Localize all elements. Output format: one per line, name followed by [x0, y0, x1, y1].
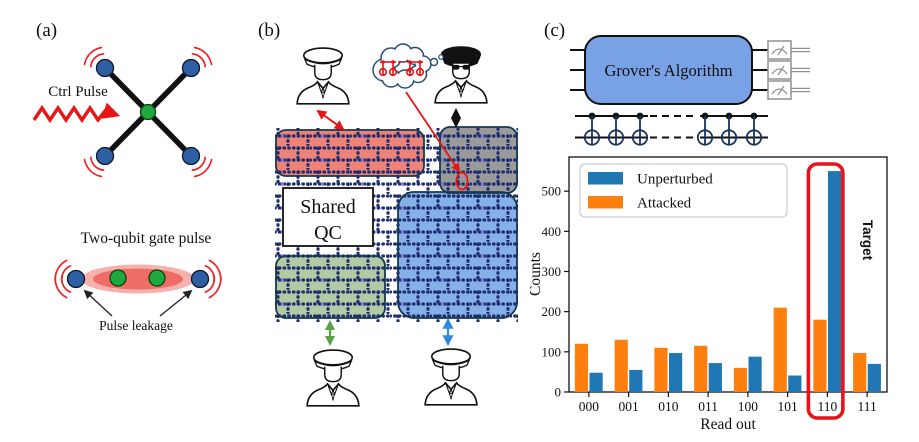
user4-icon — [424, 348, 478, 406]
x-tick-label: 010 — [658, 399, 679, 414]
measurement-icon — [767, 60, 810, 80]
panel-a: (a) Ctrl Pulse Two-qubit gate pulse — [0, 0, 230, 442]
y-tick-label: 300 — [542, 264, 562, 279]
y-tick-label: 0 — [555, 385, 562, 400]
bar-attacked-101 — [773, 307, 787, 392]
pulse-leakage-label: Pulse leakage — [99, 318, 173, 333]
measurement-icon — [767, 80, 810, 100]
cnot-target-icon — [583, 129, 601, 146]
bar-attacked-111 — [853, 353, 867, 392]
panel-c-label: (c) — [544, 20, 565, 41]
qubit-icon — [95, 58, 115, 78]
cnot-target-icon — [607, 129, 625, 146]
bar-unperturbed-011 — [708, 363, 722, 392]
x-tick-label: 011 — [698, 399, 718, 414]
leakage-arrow — [159, 289, 193, 317]
user3-icon — [306, 349, 360, 407]
region-user4-outline — [397, 191, 518, 319]
y-tick-label: 200 — [542, 304, 562, 319]
coupler-qubit-icon — [139, 103, 157, 121]
results-bar-chart: 0 100 200 300 400 500 000 001 010 011 100 101 110 111… — [542, 156, 888, 420]
legend-label: Attacked — [637, 196, 692, 212]
cnot-chain — [575, 112, 768, 146]
bar-unperturbed-010 — [668, 353, 683, 392]
x-tick-label: 101 — [778, 399, 798, 414]
qubit-icon — [95, 146, 115, 166]
qubit-icon — [181, 146, 201, 166]
thought-bubble-icon — [372, 43, 444, 89]
bar-unperturbed-110 — [827, 171, 842, 392]
cnot-target-icon — [720, 129, 738, 146]
panel-b-label: (b) — [258, 20, 280, 41]
coupler-qubit-icon — [109, 269, 127, 287]
qubit-icon — [181, 58, 201, 78]
cnot-circuit-icon — [378, 61, 425, 77]
legend-label: Unperturbed — [637, 172, 713, 188]
x-tick-label: 001 — [619, 399, 639, 414]
y-tick-label: 100 — [542, 344, 562, 359]
bar-attacked-011 — [694, 345, 708, 392]
shared-qc-box: Shared QC — [282, 187, 374, 247]
region-user1-outline — [275, 129, 425, 177]
grover-label: Grover's Algorithm — [604, 61, 732, 80]
bar-attacked-000 — [574, 343, 589, 392]
measurement-icon — [767, 40, 810, 60]
bar-unperturbed-000 — [589, 372, 603, 392]
two-qubit-title: Two-qubit gate pulse — [81, 230, 212, 247]
leakage-arrow — [83, 289, 113, 317]
qubit-cross-icon — [80, 43, 216, 181]
panel-a-label: (a) — [36, 20, 57, 41]
qubit-icon — [66, 269, 86, 289]
target-highlight-box — [806, 162, 845, 420]
attacked-qubit-highlight — [455, 171, 469, 191]
user1-link-arrow — [316, 109, 345, 131]
bar-unperturbed-101 — [788, 375, 802, 392]
bar-attacked-100 — [733, 367, 748, 392]
x-axis-label: Read out — [700, 416, 756, 433]
bar-unperturbed-001 — [629, 369, 643, 392]
y-axis-label: Counts — [530, 252, 544, 296]
cnot-target-icon — [745, 129, 763, 146]
measurement-icons — [767, 40, 810, 100]
legend-swatch-unperturbed — [588, 172, 623, 185]
bar-unperturbed-100 — [748, 356, 762, 392]
cnot-target-icon — [631, 129, 649, 146]
y-tick-label: 400 — [542, 224, 562, 239]
bar-unperturbed-111 — [867, 363, 881, 392]
region-user3-outline — [275, 255, 386, 319]
bar-attacked-110 — [813, 319, 827, 392]
target-label: Target — [860, 220, 875, 261]
bar-attacked-010 — [654, 347, 668, 392]
legend-swatch-attacked — [588, 196, 623, 209]
x-tick-label: 110 — [818, 399, 838, 414]
qubit-icon — [190, 269, 210, 289]
pulse-core — [93, 268, 183, 290]
legend-box — [579, 163, 788, 218]
bar-attacked-001 — [614, 339, 628, 392]
cnot-target-icon — [696, 129, 714, 146]
coupler-qubit-icon — [148, 269, 166, 287]
two-qubit-gate-icon — [51, 257, 225, 301]
ctrl-pulse-wave-icon — [32, 102, 121, 124]
shared-qc-line1: Shared — [300, 196, 356, 218]
plot-frame — [568, 156, 888, 393]
panel-b: (b) Shared QC — [230, 0, 530, 442]
x-tick-label: 100 — [738, 399, 759, 414]
shared-qc-line2: QC — [314, 222, 342, 244]
ctrl-pulse-label: Ctrl Pulse — [48, 84, 108, 100]
x-tick-label: 111 — [858, 399, 877, 414]
attack-arrow — [405, 91, 461, 173]
x-tick-label: 000 — [579, 399, 600, 414]
y-tick-label: 500 — [542, 184, 562, 199]
user1-icon — [296, 47, 350, 105]
grover-circuit: Grover's Algorithm — [570, 35, 810, 105]
panel-c: (c) Grover's Algorithm — [530, 0, 919, 442]
region-attacker-outline — [439, 126, 518, 194]
